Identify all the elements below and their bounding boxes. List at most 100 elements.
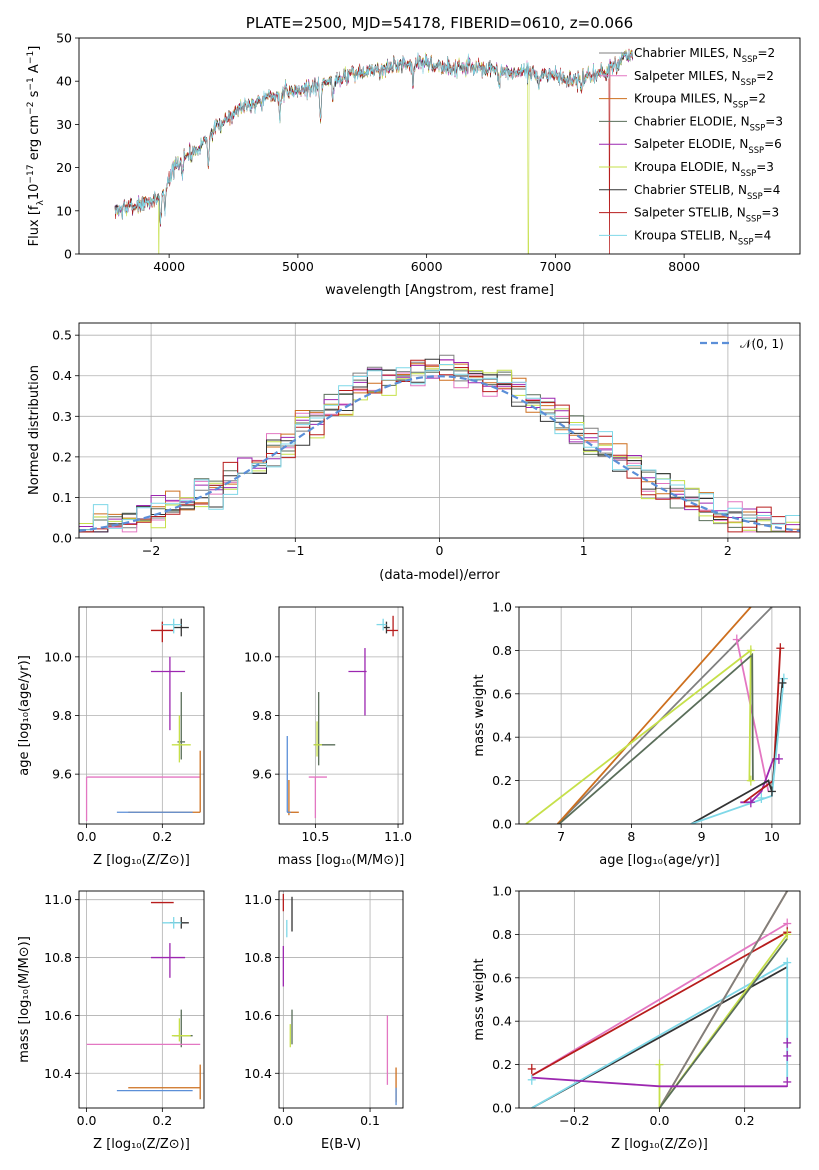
plus-marker-kroupa-elodie bbox=[746, 645, 755, 656]
plus-marker-kroupa-stelib bbox=[779, 673, 788, 684]
plus-marker-salpeter-elodie bbox=[783, 1037, 792, 1048]
x-tick-label: 0.0 bbox=[77, 829, 97, 844]
weight-line-kroupa-miles bbox=[556, 607, 752, 824]
y-axis-label: mass weight bbox=[472, 958, 487, 1040]
y-tick-label: 10.6 bbox=[44, 1008, 72, 1023]
plus-marker-salpeter-stelib bbox=[527, 1063, 536, 1074]
x-tick-label: 10.5 bbox=[301, 829, 329, 844]
weight-line-salpeter-miles bbox=[531, 922, 788, 1077]
spectrum-line-kroupa-stelib bbox=[114, 50, 633, 225]
legend-label: Kroupa STELIB, NSSP=4 bbox=[634, 228, 771, 246]
errorbars bbox=[86, 901, 201, 1100]
x-tick-label: 7 bbox=[557, 829, 565, 844]
axes-frame bbox=[278, 890, 404, 1109]
weight-vs-Z-panel: −0.2 0.0 0.2 0.0 0.2 0.4 0.6 0.8 1.0 Z [log₁₀(Z/Z… bbox=[472, 884, 801, 1152]
weight-line-chabrier-elodie bbox=[558, 652, 754, 824]
x-tick-label: 0.2 bbox=[152, 829, 172, 844]
plus-marker-kroupa-elodie bbox=[746, 775, 755, 786]
y-tick-label: 10.6 bbox=[244, 1008, 272, 1023]
errorbar-salpeter-elodie bbox=[348, 648, 367, 716]
y-tick-label: 0.5 bbox=[52, 328, 72, 343]
errorbar-chabrier-elodie bbox=[177, 692, 186, 760]
x-tick-label: 8 bbox=[627, 829, 635, 844]
weight-line-kroupa-stelib bbox=[690, 678, 785, 824]
plus-marker-kroupa-stelib bbox=[783, 957, 792, 968]
x-tick-label: 7000 bbox=[539, 259, 571, 274]
plus-marker-salpeter-miles bbox=[783, 918, 792, 929]
y-tick-label: 0.6 bbox=[492, 686, 512, 701]
legend-label: Kroupa MILES, NSSP=2 bbox=[634, 92, 766, 110]
x-tick-label: 0 bbox=[436, 543, 444, 558]
errorbar-salpeter-miles bbox=[308, 776, 327, 819]
x-tick-label: 0.2 bbox=[735, 1113, 755, 1128]
x-axis-label: wavelength [Angstrom, rest frame] bbox=[325, 283, 554, 298]
y-tick-label: 0.0 bbox=[492, 817, 512, 832]
legend-label: Chabrier ELODIE, NSSP=3 bbox=[634, 114, 783, 132]
y-tick-label: 9.6 bbox=[252, 767, 272, 782]
y-axis-label: age [log₁₀(age/yr)] bbox=[17, 655, 32, 776]
axes-frame bbox=[78, 890, 205, 1109]
plus-marker-salpeter-elodie bbox=[746, 797, 755, 808]
gaussian-curve bbox=[79, 375, 800, 532]
axes-frame bbox=[518, 890, 801, 1109]
errorbar-kroupa-miles bbox=[287, 780, 299, 816]
weight-line-salpeter-stelib bbox=[531, 931, 788, 1077]
y-tick-label: 9.6 bbox=[52, 767, 72, 782]
y-tick-label: 0 bbox=[64, 247, 72, 262]
plus-marker-salpeter-elodie bbox=[783, 1050, 792, 1061]
x-axis-label: mass [log₁₀(M/M⊙)] bbox=[278, 853, 405, 868]
y-tick-label: 0.0 bbox=[52, 531, 72, 546]
spectrum-lines bbox=[114, 48, 633, 254]
errorbar-salpeter-miles bbox=[85, 776, 201, 822]
x-tick-label: −0.2 bbox=[559, 1113, 589, 1128]
legend-label: 𝒩(0, 1) bbox=[740, 337, 784, 351]
plus-marker-kroupa-stelib bbox=[757, 792, 766, 803]
spectrum-panel: 4000 5000 6000 7000 8000 0 10 20 30 40 50 PLATE=250… bbox=[26, 14, 801, 298]
y-tick-label: 10.8 bbox=[244, 950, 272, 965]
x-axis-label: Z [log₁₀(Z/Z⊙)] bbox=[93, 1137, 190, 1152]
errorbar-salpeter-elodie bbox=[150, 656, 186, 731]
y-tick-label: 0.1 bbox=[52, 490, 72, 505]
axes-frame bbox=[78, 322, 801, 539]
y-tick-label: 20 bbox=[56, 160, 72, 175]
plus-marker-kroupa-stelib bbox=[527, 1074, 536, 1085]
age-vs-Z-panel: 0.0 0.2 9.6 9.8 10.0 Z [log₁₀(Z/Z⊙)] age [log₁… bbox=[17, 606, 205, 868]
y-tick-label: 10.0 bbox=[244, 649, 272, 664]
weight-lines bbox=[527, 891, 792, 1108]
age-vs-mass-panel: 10.5 11.0 9.6 9.8 10.0 mass [log₁₀(M/M⊙)] bbox=[244, 606, 412, 868]
weight-vs-age-panel: 7 8 9 10 0.0 0.2 0.4 0.6 0.8 1.0 age [log₁₀(age/yr… bbox=[472, 600, 801, 868]
histogram-steps bbox=[79, 354, 800, 533]
x-tick-label: 6000 bbox=[411, 259, 443, 274]
x-tick-label: 0.0 bbox=[650, 1113, 670, 1128]
plus-marker-kroupa-elodie bbox=[783, 929, 792, 940]
x-axis-label: E(B-V) bbox=[321, 1137, 361, 1152]
y-tick-label: 11.0 bbox=[244, 892, 272, 907]
plus-marker-chabrier-stelib bbox=[778, 677, 787, 688]
y-tick-label: 10.0 bbox=[44, 649, 72, 664]
spectrum-line-kroupa-elodie bbox=[114, 49, 633, 254]
axes-frame bbox=[78, 37, 801, 255]
errorbar-salpeter-elodie bbox=[150, 943, 186, 978]
errorbar-kroupa-elodie bbox=[313, 721, 322, 757]
spectrum-line-salpeter-stelib bbox=[114, 48, 633, 254]
legend-label: Chabrier STELIB, NSSP=4 bbox=[634, 183, 780, 201]
y-tick-label: 10.4 bbox=[244, 1066, 272, 1081]
y-tick-label: 0.2 bbox=[492, 773, 512, 788]
y-tick-label: 0.8 bbox=[492, 927, 512, 942]
x-tick-label: −2 bbox=[142, 543, 160, 558]
errorbar-chabrier-stelib bbox=[383, 621, 390, 634]
mass-vs-Z-panel: 0.0 0.2 10.4 10.6 10.8 11.0 Z [log₁₀(Z/Z⊙)] mas… bbox=[17, 890, 205, 1152]
y-tick-label: 0.8 bbox=[492, 643, 512, 658]
spectrum-legend: Chabrier MILES, NSSP=2 Salpeter MILES, NS… bbox=[599, 46, 783, 246]
x-tick-label: 0.0 bbox=[77, 1113, 97, 1128]
errorbar-kroupa-miles bbox=[128, 1064, 201, 1100]
errorbars bbox=[286, 615, 399, 819]
axes-frame bbox=[278, 606, 404, 825]
weight-line-chabrier-elodie bbox=[658, 938, 788, 1108]
x-tick-label: 4000 bbox=[153, 259, 185, 274]
y-tick-label: 10 bbox=[56, 203, 72, 218]
y-tick-label: 0.0 bbox=[492, 1101, 512, 1116]
y-tick-label: 10.4 bbox=[44, 1066, 72, 1081]
histogram-kroupa-stelib bbox=[79, 364, 800, 531]
